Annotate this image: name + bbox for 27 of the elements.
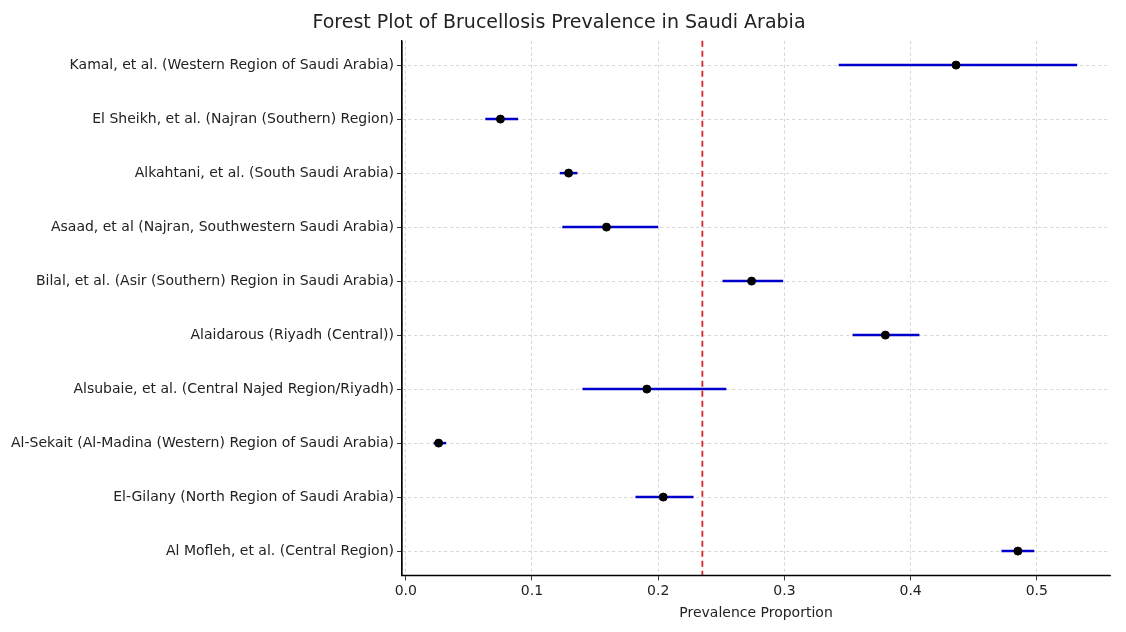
y-tick-label: Bilal, et al. (Asir (Southern) Region in Saudi Arabia) bbox=[35, 271, 395, 288]
y-tick-label: El Sheikh, et al. (Najran (Southern) Region) bbox=[92, 109, 395, 126]
chart-title: Forest Plot of Brucellosis Prevalence in Saudi Arabia bbox=[312, 10, 806, 33]
point bbox=[495, 114, 505, 124]
y-tick-label: Alsubaie, et al. (Central Najed Region/Riyadh) bbox=[73, 379, 395, 396]
point bbox=[1013, 546, 1023, 556]
y-tick-label: El-Gilany (North Region of Saudi Arabia) bbox=[113, 487, 395, 504]
y-tick-label: Alaidarous (Riyadh (Central)) bbox=[190, 325, 395, 342]
point bbox=[747, 276, 757, 286]
x-tick-label: 0.2 bbox=[647, 582, 670, 599]
point bbox=[880, 330, 890, 340]
y-tick-label: Al Mofleh, et al. (Central Region) bbox=[166, 541, 395, 558]
y-tick-label: Asaad, et al (Najran, Southwestern Saudi Arabia) bbox=[50, 217, 395, 234]
point bbox=[658, 492, 668, 502]
x-tick-label: 0.5 bbox=[1025, 582, 1048, 599]
point bbox=[601, 222, 611, 232]
x-axis-title: Prevalence Proportion bbox=[679, 604, 833, 621]
point bbox=[564, 168, 574, 178]
y-tick-label: Al-Sekait (Al-Madina (Western) Region of Saudi Arabia) bbox=[11, 433, 395, 450]
x-tick-label: 0.3 bbox=[773, 582, 796, 599]
point bbox=[951, 60, 961, 70]
x-tick-label: 0.0 bbox=[394, 582, 417, 599]
y-tick-label: Alkahtani, et al. (South Saudi Arabia) bbox=[134, 163, 395, 180]
point bbox=[642, 384, 652, 394]
x-tick-label: 0.1 bbox=[520, 582, 544, 599]
y-tick-label: Kamal, et al. (Western Region of Saudi Arabia) bbox=[69, 55, 395, 72]
x-tick-label: 0.4 bbox=[899, 582, 922, 599]
